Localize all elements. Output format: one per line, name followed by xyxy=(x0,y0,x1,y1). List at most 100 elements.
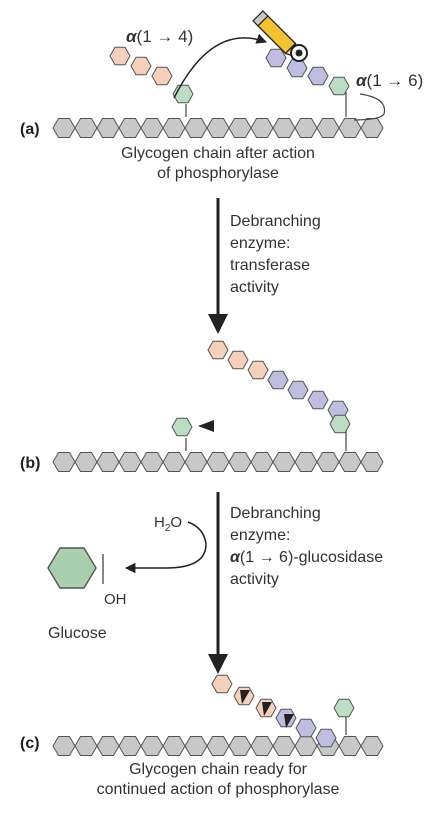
branch-glucose-unit xyxy=(328,76,350,96)
backbone-glucose-unit xyxy=(184,736,208,756)
backbone-glucose-unit xyxy=(360,452,384,472)
caption-a-line2: of phosphorylase xyxy=(157,165,279,182)
backbone-glucose-unit xyxy=(140,118,164,138)
caption-a-line1: Glycogen chain after action xyxy=(121,145,315,162)
step-1-line1: Debranching xyxy=(230,213,321,230)
backbone-glucose-unit xyxy=(360,736,384,756)
panel-b-label: (b) xyxy=(20,455,40,472)
backbone-glucose-unit xyxy=(228,736,252,756)
backbone-glucose-unit xyxy=(206,452,230,472)
backbone-glucose-unit xyxy=(206,736,230,756)
step-2-line1: Debranching xyxy=(230,505,321,522)
eye-pupil-icon xyxy=(295,49,303,57)
branch-glucose-unit xyxy=(333,698,355,718)
hydroxyl-label: OH xyxy=(104,591,127,608)
backbone-glucose-unit xyxy=(162,118,186,138)
branch-glucose-unit xyxy=(307,66,329,86)
backbone-glucose-unit xyxy=(184,118,208,138)
branch-glucose-unit xyxy=(315,728,337,748)
backbone-glucose-unit xyxy=(294,118,318,138)
phosphorylase-site-marker-3 xyxy=(284,714,294,728)
alpha-1-6-bond-label: α(1 → 6) xyxy=(356,71,423,90)
backbone-glucose-unit xyxy=(294,452,318,472)
backbone-glucose-unit xyxy=(338,736,362,756)
transfer-arrow xyxy=(173,33,267,99)
glycogen-branches-b xyxy=(171,340,351,451)
branch-glucose-unit xyxy=(207,340,229,360)
glycogen-backbone-b xyxy=(52,452,384,472)
branch-glucose-unit xyxy=(286,58,308,78)
backbone-glucose-unit xyxy=(140,452,164,472)
step-2-line2: enzyme: xyxy=(230,527,290,544)
backbone-glucose-unit xyxy=(250,736,274,756)
backbone-glucose-unit xyxy=(360,118,384,138)
glycogen-backbone-a xyxy=(52,118,384,138)
backbone-glucose-unit xyxy=(294,736,318,756)
backbone-glucose-unit xyxy=(250,118,274,138)
backbone-glucose-unit xyxy=(140,736,164,756)
step-1-line3: transferase xyxy=(230,257,310,274)
phosphorylase-site-marker-2 xyxy=(262,702,272,716)
bond-pointer-line xyxy=(353,93,386,121)
step-2-line4: activity xyxy=(230,571,279,588)
backbone-glucose-unit xyxy=(338,452,362,472)
backbone-glucose-unit xyxy=(74,452,98,472)
step-2-arrowhead xyxy=(208,654,228,674)
backbone-glucose-unit xyxy=(162,452,186,472)
backbone-glucose-unit xyxy=(316,452,340,472)
step-1-arrowhead xyxy=(208,314,228,334)
step-2-line3: α(1 → 6)-glucosidase xyxy=(230,549,383,566)
backbone-glucose-unit xyxy=(250,452,274,472)
glucose-label: Glucose xyxy=(48,625,107,642)
backbone-glucose-unit xyxy=(316,118,340,138)
water-label: H2O xyxy=(154,514,182,534)
branch-glucose-unit xyxy=(130,56,152,76)
branch-glucose-unit xyxy=(267,370,289,390)
water-arrow xyxy=(124,521,207,574)
backbone-glucose-unit xyxy=(118,118,142,138)
backbone-glucose-unit xyxy=(74,736,98,756)
branch-glucose-unit xyxy=(171,417,193,437)
caption-c-line1: Glycogen chain ready for xyxy=(129,761,308,778)
backbone-glucose-unit xyxy=(338,118,362,138)
branch-glucose-unit xyxy=(109,46,131,66)
backbone-glucose-unit xyxy=(272,118,296,138)
step-1-line2: enzyme: xyxy=(230,235,290,252)
glycogen-branches-c xyxy=(211,674,355,748)
branch-glucose-unit xyxy=(211,674,233,694)
branch-glucose-unit xyxy=(287,380,309,400)
backbone-glucose-unit xyxy=(96,452,120,472)
step-1-line4: activity xyxy=(230,279,279,296)
backbone-glucose-unit xyxy=(74,118,98,138)
cleavage-marker-b xyxy=(198,420,214,432)
branch-glucose-unit xyxy=(247,360,269,380)
backbone-glucose-unit xyxy=(52,452,76,472)
backbone-glucose-unit xyxy=(118,452,142,472)
backbone-glucose-unit xyxy=(52,736,76,756)
panel-c-label: (c) xyxy=(20,735,40,752)
glucose-hexagon xyxy=(47,547,97,589)
backbone-glucose-unit xyxy=(228,118,252,138)
alpha-1-4-bond-label: α(1 → 4) xyxy=(126,27,193,46)
backbone-glucose-unit xyxy=(96,118,120,138)
backbone-glucose-unit xyxy=(184,452,208,472)
backbone-glucose-unit xyxy=(272,736,296,756)
backbone-glucose-unit xyxy=(272,452,296,472)
branch-glucose-unit xyxy=(295,718,317,738)
branch-glucose-unit xyxy=(307,390,329,410)
glycogen-branches-a xyxy=(109,46,350,117)
backbone-glucose-unit xyxy=(206,118,230,138)
backbone-glucose-unit xyxy=(118,736,142,756)
backbone-glucose-unit xyxy=(228,452,252,472)
backbone-glucose-unit xyxy=(52,118,76,138)
panel-a-label: (a) xyxy=(20,121,40,138)
branch-glucose-unit xyxy=(227,350,249,370)
phosphorylase-site-marker-1 xyxy=(240,690,250,704)
branch-glucose-unit xyxy=(329,414,351,434)
branch-glucose-unit xyxy=(265,48,287,68)
caption-c-line2: continued action of phosphorylase xyxy=(97,781,340,798)
backbone-glucose-unit xyxy=(162,736,186,756)
backbone-glucose-unit xyxy=(96,736,120,756)
branch-glucose-unit xyxy=(151,66,173,86)
